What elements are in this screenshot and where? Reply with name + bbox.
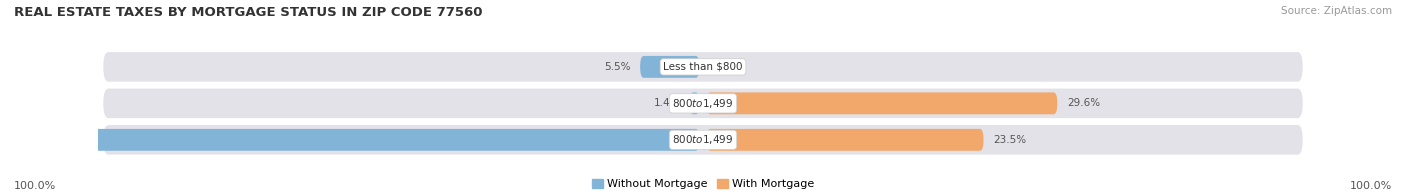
FancyBboxPatch shape <box>0 129 699 151</box>
Text: Source: ZipAtlas.com: Source: ZipAtlas.com <box>1281 6 1392 16</box>
Text: 5.5%: 5.5% <box>605 62 630 72</box>
Legend: Without Mortgage, With Mortgage: Without Mortgage, With Mortgage <box>592 179 814 190</box>
Text: 29.6%: 29.6% <box>1067 98 1099 108</box>
FancyBboxPatch shape <box>707 129 984 151</box>
FancyBboxPatch shape <box>707 92 1057 114</box>
FancyBboxPatch shape <box>690 92 699 114</box>
Text: $800 to $1,499: $800 to $1,499 <box>672 133 734 146</box>
Text: 23.5%: 23.5% <box>993 135 1026 145</box>
Text: REAL ESTATE TAXES BY MORTGAGE STATUS IN ZIP CODE 77560: REAL ESTATE TAXES BY MORTGAGE STATUS IN … <box>14 6 482 19</box>
Text: $800 to $1,499: $800 to $1,499 <box>672 97 734 110</box>
Text: 0.0%: 0.0% <box>709 62 735 72</box>
Text: 100.0%: 100.0% <box>1350 181 1392 191</box>
Text: 1.4%: 1.4% <box>654 98 681 108</box>
FancyBboxPatch shape <box>103 89 1303 118</box>
FancyBboxPatch shape <box>103 125 1303 155</box>
FancyBboxPatch shape <box>640 56 699 78</box>
Text: 100.0%: 100.0% <box>14 181 56 191</box>
FancyBboxPatch shape <box>103 52 1303 82</box>
Text: Less than $800: Less than $800 <box>664 62 742 72</box>
